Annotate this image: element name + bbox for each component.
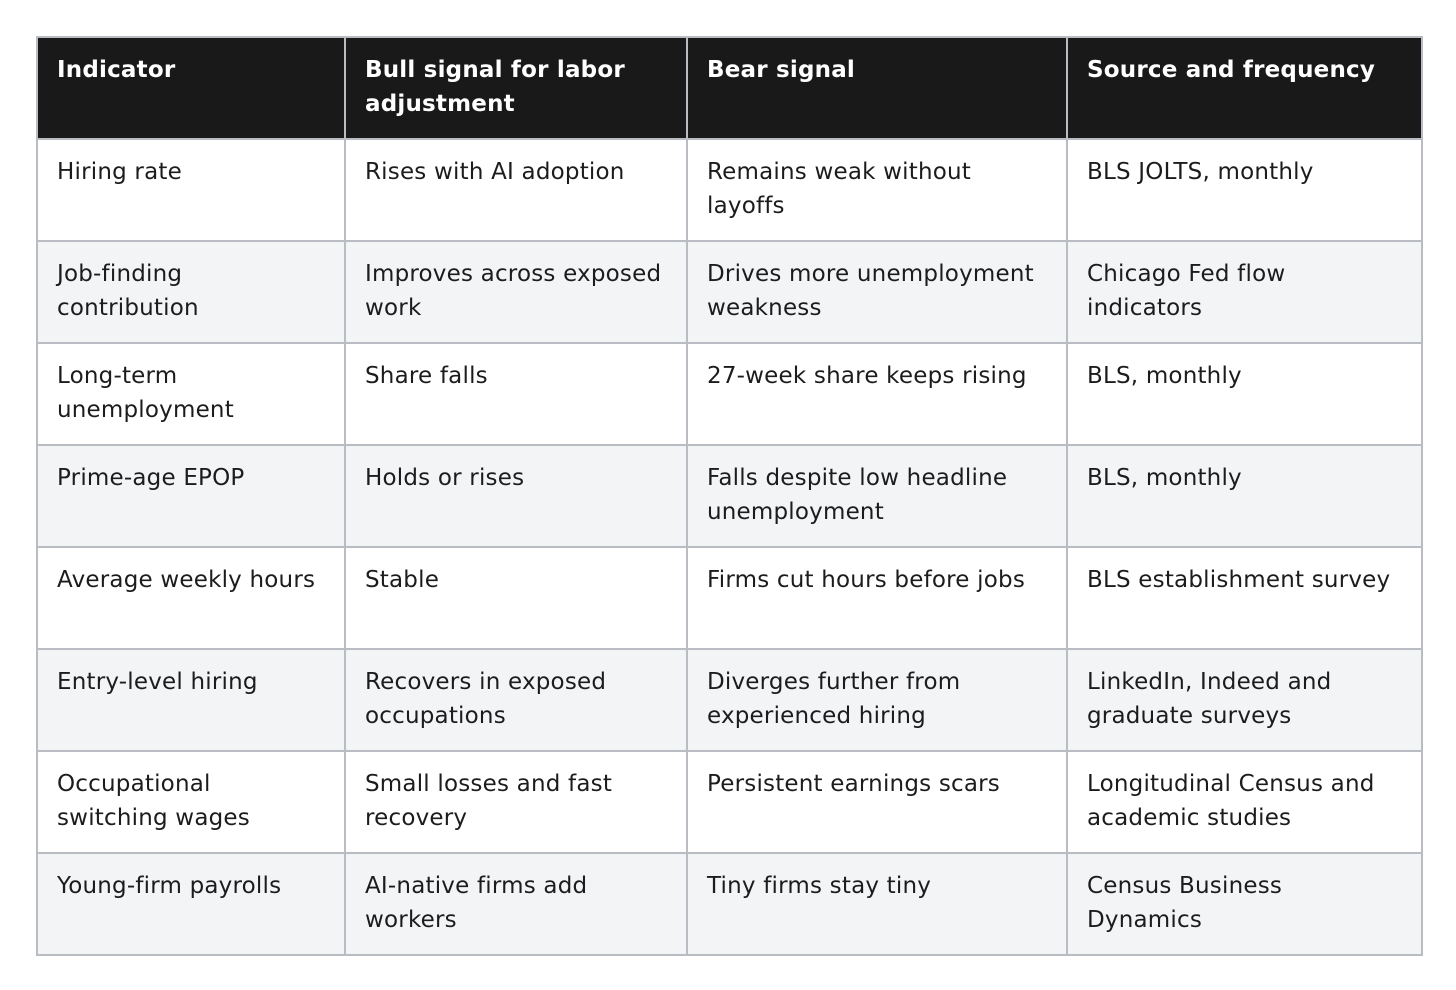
header-row: Indicator Bull signal for labor adjustme…: [36, 36, 1423, 140]
cell-source: BLS, monthly: [1066, 342, 1423, 446]
cell-source: Longitudinal Census and academic studies: [1066, 750, 1423, 854]
cell-bear-signal: Drives more unemployment weakness: [686, 240, 1068, 344]
cell-bull-signal: Rises with AI adoption: [344, 138, 688, 242]
table-body: Hiring rate Rises with AI adoption Remai…: [36, 138, 1423, 956]
table-row: Occupational switching wages Small losse…: [36, 750, 1423, 854]
cell-bear-signal: Diverges further from experienced hiring: [686, 648, 1068, 752]
table-row: Average weekly hours Stable Firms cut ho…: [36, 546, 1423, 650]
header-bear-signal: Bear signal: [686, 36, 1068, 140]
cell-bull-signal: Recovers in exposed occupations: [344, 648, 688, 752]
cell-source: LinkedIn, Indeed and graduate surveys: [1066, 648, 1423, 752]
indicator-table: Indicator Bull signal for labor adjustme…: [36, 36, 1423, 956]
cell-indicator: Average weekly hours: [36, 546, 346, 650]
cell-source: Chicago Fed flow indicators: [1066, 240, 1423, 344]
table-row: Job-finding contribution Improves across…: [36, 240, 1423, 344]
table-row: Long-term unemployment Share falls 27-we…: [36, 342, 1423, 446]
cell-bull-signal: Holds or rises: [344, 444, 688, 548]
cell-source: BLS, monthly: [1066, 444, 1423, 548]
cell-indicator: Entry-level hiring: [36, 648, 346, 752]
table-row: Entry-level hiring Recovers in exposed o…: [36, 648, 1423, 752]
cell-source: BLS establishment survey: [1066, 546, 1423, 650]
table-row: Prime-age EPOP Holds or rises Falls desp…: [36, 444, 1423, 548]
cell-bull-signal: Share falls: [344, 342, 688, 446]
cell-bear-signal: Tiny firms stay tiny: [686, 852, 1068, 956]
indicator-table-container: Indicator Bull signal for labor adjustme…: [36, 36, 1423, 956]
table-row: Hiring rate Rises with AI adoption Remai…: [36, 138, 1423, 242]
cell-bull-signal: Stable: [344, 546, 688, 650]
cell-indicator: Occupational switching wages: [36, 750, 346, 854]
table-row: Young-firm payrolls AI-native firms add …: [36, 852, 1423, 956]
cell-source: Census Business Dynamics: [1066, 852, 1423, 956]
cell-bear-signal: 27-week share keeps rising: [686, 342, 1068, 446]
header-indicator: Indicator: [36, 36, 346, 140]
header-bull-signal: Bull signal for labor adjustment: [344, 36, 688, 140]
cell-bear-signal: Persistent earnings scars: [686, 750, 1068, 854]
cell-bull-signal: Small losses and fast recovery: [344, 750, 688, 854]
cell-indicator: Hiring rate: [36, 138, 346, 242]
cell-indicator: Prime-age EPOP: [36, 444, 346, 548]
cell-indicator: Long-term unemployment: [36, 342, 346, 446]
cell-indicator: Job-finding contribution: [36, 240, 346, 344]
cell-indicator: Young-firm payrolls: [36, 852, 346, 956]
cell-bear-signal: Falls despite low headline unemployment: [686, 444, 1068, 548]
header-source-frequency: Source and frequency: [1066, 36, 1423, 140]
cell-bear-signal: Remains weak without layoffs: [686, 138, 1068, 242]
cell-bear-signal: Firms cut hours before jobs: [686, 546, 1068, 650]
table-header: Indicator Bull signal for labor adjustme…: [36, 36, 1423, 140]
cell-source: BLS JOLTS, monthly: [1066, 138, 1423, 242]
cell-bull-signal: AI-native firms add workers: [344, 852, 688, 956]
cell-bull-signal: Improves across exposed work: [344, 240, 688, 344]
